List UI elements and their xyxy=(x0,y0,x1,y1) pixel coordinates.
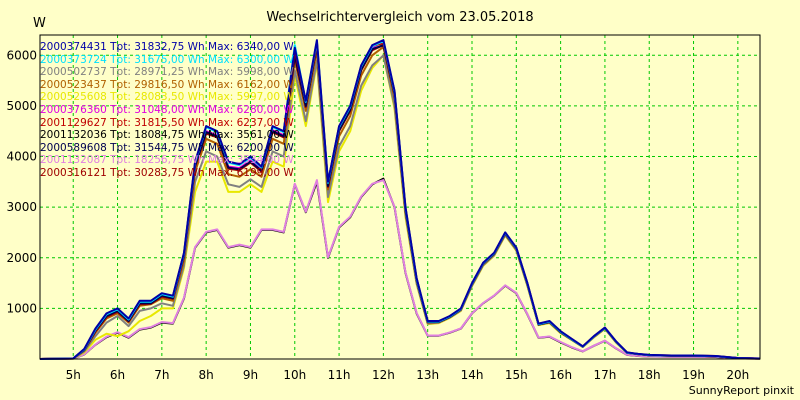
x-tick-label: 5h xyxy=(66,368,81,382)
legend-entry: 2000374431 Tpt: 31832,75 Wh Max: 6340,00… xyxy=(40,41,294,53)
x-tick-label: 17h xyxy=(593,368,616,382)
legend-entry: 2001129627 Tpt: 31815,50 Wh Max: 6237,00… xyxy=(40,116,294,129)
x-tick-label: 12h xyxy=(372,368,395,382)
chart-title: Wechselrichtervergleich vom 23.05.2018 xyxy=(266,10,534,25)
x-tick-label: 9h xyxy=(243,368,258,382)
x-tick-label: 6h xyxy=(110,368,125,382)
legend: 2000374431 Tpt: 31832,75 Wh Max: 6340,00… xyxy=(40,41,294,180)
x-tick-label: 14h xyxy=(461,368,484,382)
series-line-0 xyxy=(39,39,761,360)
tick-layer: 5h 6h 7h 8h 9h 10h 11h 12h 13h 14h 15h 16h 17h 18h 19h… xyxy=(6,48,749,382)
legend-entry: 2000316121 Tpt: 30283,75 Wh Max: 6199,00… xyxy=(40,166,294,179)
legend-entry: 2000502737 Tpt: 28971,25 Wh Max: 5998,00… xyxy=(40,66,294,79)
x-tick-label: 13h xyxy=(416,368,439,382)
x-tick-label: 20h xyxy=(726,368,749,382)
legend-entry: 2000523437 Tpt: 29816,50 Wh Max: 6162,00… xyxy=(40,78,294,91)
series-layer xyxy=(39,39,761,360)
legend-entry: 2000589608 Tpt: 31544,75 Wh Max: 6200,00… xyxy=(40,141,294,154)
y-tick-label: 4000 xyxy=(6,150,37,164)
y-tick-label: 2000 xyxy=(6,251,37,265)
y-tick-label: 1000 xyxy=(6,301,37,315)
y-axis-unit-label: W xyxy=(33,16,46,31)
y-tick-label: 6000 xyxy=(6,48,37,62)
plot-frame xyxy=(39,34,761,360)
x-tick-label: 15h xyxy=(505,368,528,382)
x-tick-label: 18h xyxy=(638,368,661,382)
x-tick-label: 19h xyxy=(682,368,705,382)
y-tick-label: 5000 xyxy=(6,99,37,113)
legend-entry: 2000373724 Tpt: 31675,00 Wh Max: 6300,00… xyxy=(40,53,294,66)
x-tick-label: 16h xyxy=(549,368,572,382)
y-tick-label: 3000 xyxy=(6,200,37,214)
footer-credit: SunnyReport pinxit xyxy=(688,384,794,397)
legend-entry: 2000376360 Tpt: 31048,00 Wh Max: 6280,00… xyxy=(40,103,294,116)
x-tick-label: 10h xyxy=(283,368,306,382)
legend-entry: 2001132036 Tpt: 18084,75 Wh Max: 3561,00… xyxy=(40,129,294,142)
x-tick-label: 7h xyxy=(154,368,169,382)
series-line-7 xyxy=(39,177,761,360)
legend-entry: 2001132087 Tpt: 18256,75 Wh Max: 3534,00… xyxy=(40,154,294,167)
x-tick-label: 11h xyxy=(328,368,351,382)
series-line-9 xyxy=(39,179,761,360)
grid-layer xyxy=(40,35,760,359)
legend-entry: 2000525608 Tpt: 28083,50 Wh Max: 5997,00… xyxy=(40,91,294,104)
x-tick-label: 8h xyxy=(199,368,214,382)
